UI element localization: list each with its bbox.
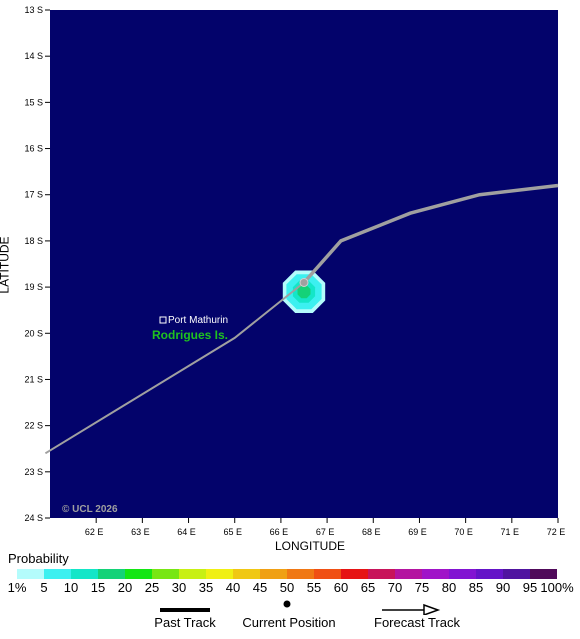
scale-swatch [233,569,260,579]
scale-swatch [341,569,368,579]
scale-label: 5 [40,580,48,595]
lon-tick-label: 69 E [408,527,427,537]
scale-label: 70 [387,580,403,595]
lon-tick-label: 71 E [501,527,520,537]
map-background [50,10,558,518]
scale-swatch [449,569,476,579]
probability-title: Probability [8,551,69,566]
scale-swatch [71,569,98,579]
current-position-marker [299,277,309,287]
scale-swatch [503,569,530,579]
lon-tick-label: 64 E [177,527,196,537]
scale-label: 85 [468,580,484,595]
scale-label: 20 [117,580,133,595]
lat-tick-label: 16 S [24,144,43,154]
map-panel: 13 S 14 S 15 S 16 S 17 S 18 S 19 S 20 S 21 S 22 S… [24,5,565,537]
rodrigues-label: Rodrigues Is. [152,328,228,342]
lon-tick-label: 68 E [362,527,381,537]
lat-tick-label: 20 S [24,328,43,338]
lat-tick-label: 18 S [24,236,43,246]
scale-label: 100% [540,580,574,595]
scale-label: 40 [225,580,241,595]
place-labels: Port Mathurin Rodrigues Is. © UCL 2026 [62,315,228,515]
lat-tick-label: 21 S [24,374,43,384]
copyright-text: © UCL 2026 [62,504,118,515]
x-axis-title: LONGITUDE [275,539,346,553]
lat-tick-label: 22 S [24,421,43,431]
forecast-track-line [302,183,559,284]
scale-label: 50 [279,580,295,595]
lon-tick-label: 63 E [131,527,150,537]
scale-swatch [422,569,449,579]
lon-tick-label: 67 E [316,527,335,537]
lat-tick-label: 19 S [24,282,43,292]
scale-swatch [125,569,152,579]
prob-contour-15pct [297,285,311,299]
forecast-track-label: Forecast Track [374,615,460,630]
scale-label: 10 [63,580,79,595]
scale-label: 1% [7,580,27,595]
scale-swatch [260,569,287,579]
scale-swatch [152,569,179,579]
scale-swatch [206,569,233,579]
probability-scale [17,569,557,579]
scale-swatch [368,569,395,579]
scale-swatch [98,569,125,579]
map-axes: 13 S 14 S 15 S 16 S 17 S 18 S 19 S 20 S 21 S 22 S… [24,5,565,537]
storm-tracks [44,183,559,455]
lon-tick-label: 70 E [454,527,473,537]
scale-swatch [476,569,503,579]
scale-label: 15 [90,580,106,595]
scale-label: 45 [252,580,268,595]
y-axis-title: LATITUDE [0,236,12,294]
scale-swatch [17,569,44,579]
scale-label: 60 [333,580,349,595]
lon-tick-label: 66 E [270,527,289,537]
lon-tick-label: 62 E [85,527,104,537]
scale-swatch [314,569,341,579]
scale-label: 75 [414,580,430,595]
scale-swatch [179,569,206,579]
probability-blob [282,270,326,313]
scale-swatch [44,569,71,579]
past-track-line [44,281,305,455]
scale-label: 95 [522,580,538,595]
scale-swatch [287,569,314,579]
scale-label: 25 [144,580,160,595]
lat-tick-label: 13 S [24,5,43,15]
forecast-arrowhead-icon [423,603,441,615]
lon-tick-label: 65 E [223,527,242,537]
past-track-label: Past Track [154,615,216,630]
current-position-symbol [283,600,291,608]
scale-label: 90 [495,580,511,595]
lat-tick-label: 15 S [24,97,43,107]
lon-tick-label: 72 E [547,527,566,537]
legend-symbols [160,600,441,615]
lat-tick-label: 24 S [24,513,43,523]
lat-tick-label: 14 S [24,51,43,61]
port-mathurin-label: Port Mathurin [168,315,228,326]
scale-label: 35 [198,580,214,595]
scale-label: 65 [360,580,376,595]
port-mathurin-marker [159,316,167,324]
probability-scale-labels: 1% 5 10 15 20 25 30 35 40 45 50 55 60 65 70 75 80 85 90 95 1… [0,580,580,596]
scale-swatch [395,569,422,579]
lat-tick-label: 23 S [24,467,43,477]
scale-label: 80 [441,580,457,595]
scale-label: 30 [171,580,187,595]
current-position-label: Current Position [242,615,336,630]
scale-label: 55 [306,580,322,595]
scale-swatch [530,569,557,579]
lat-tick-label: 17 S [24,190,43,200]
